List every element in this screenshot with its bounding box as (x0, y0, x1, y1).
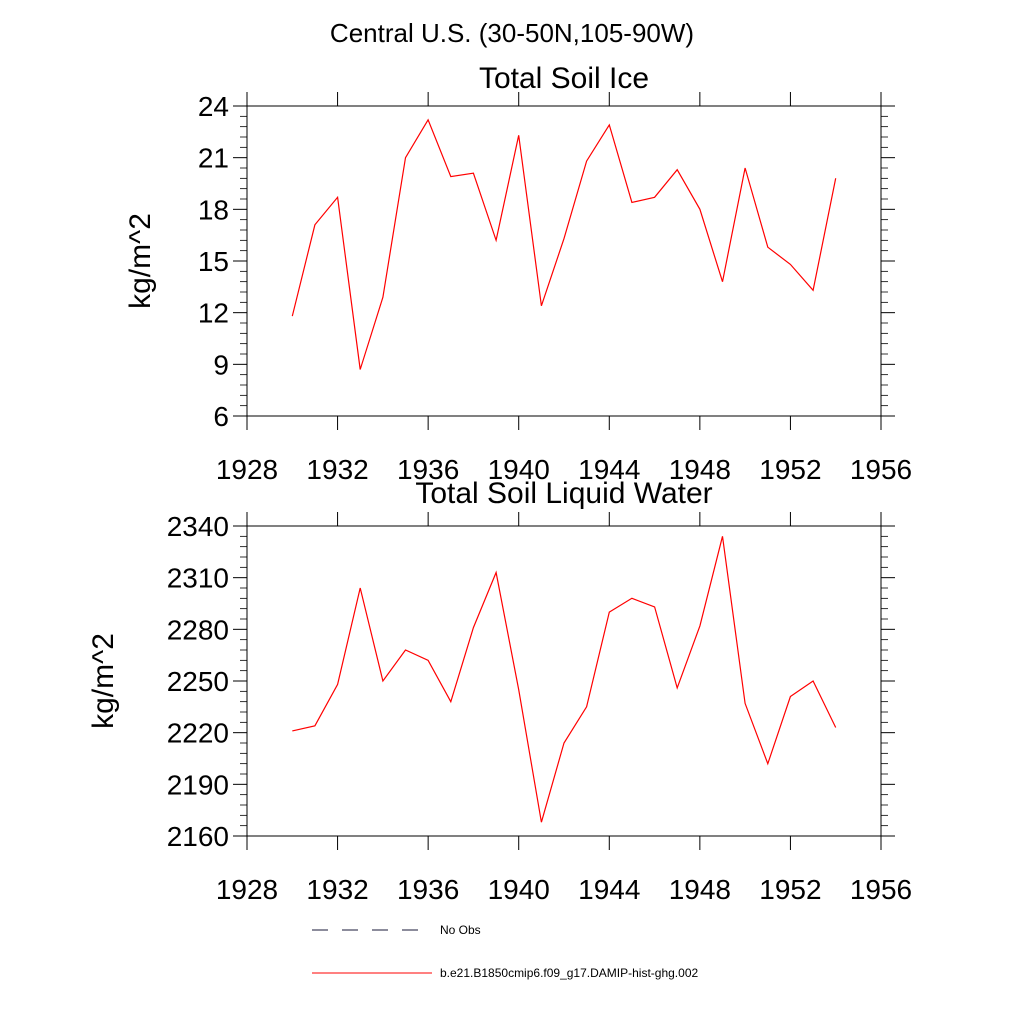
chart-title: Total Soil Liquid Water (415, 477, 712, 510)
panel-total-soil-liquid-water: Total Soil Liquid Water kg/m^2 2160 2190 222… (87, 477, 912, 905)
legend-label-model-run: b.e21.B1850cmip6.f09_g17.DAMIP-hist-ghg.… (440, 966, 698, 980)
x-tick-label: 1952 (759, 874, 821, 905)
y-tick-label: 18 (198, 194, 229, 225)
x-tick-label: 1928 (216, 454, 278, 485)
legend: No Obs b.e21.B1850cmip6.f09_g17.DAMIP-hi… (312, 923, 698, 980)
y-tick-label: 21 (198, 143, 229, 174)
x-tick-label: 1948 (669, 874, 731, 905)
y-tick-label: 9 (213, 349, 229, 380)
x-tick-label: 1936 (397, 874, 459, 905)
y-tick-label: 2250 (167, 666, 229, 697)
legend-label-no-obs: No Obs (440, 923, 481, 937)
x-tick-label: 1948 (669, 454, 731, 485)
y-axis-label: kg/m^2 (87, 633, 120, 729)
x-tick-label: 1940 (488, 454, 550, 485)
x-tick-label: 1952 (759, 454, 821, 485)
x-tick-label: 1940 (488, 874, 550, 905)
series-line (292, 536, 837, 823)
plot-frame (246, 525, 882, 837)
x-tick-label: 1928 (216, 874, 278, 905)
panel-total-soil-ice: Total Soil Ice kg/m^2 6 9 12 15 18 21 24 1928 1932… (124, 62, 912, 485)
x-tick-label: 1944 (578, 874, 640, 905)
y-tick-label: 2160 (167, 821, 229, 852)
y-tick-label: 6 (213, 401, 229, 432)
y-tick-label: 12 (198, 298, 229, 329)
figure-title: Central U.S. (30-50N,105-90W) (330, 18, 694, 48)
y-axis-label: kg/m^2 (124, 213, 157, 309)
x-tick-label: 1956 (850, 454, 912, 485)
x-tick-label: 1932 (306, 874, 368, 905)
y-tick-label: 24 (198, 91, 229, 122)
y-tick-label: 2340 (167, 511, 229, 542)
y-tick-label: 2280 (167, 614, 229, 645)
series-line (291, 118, 837, 370)
x-tick-label: 1956 (850, 874, 912, 905)
x-tick-label: 1944 (578, 454, 640, 485)
y-tick-label: 2190 (167, 769, 229, 800)
y-tick-label: 15 (198, 246, 229, 277)
x-tick-label: 1936 (397, 454, 459, 485)
y-tick-label: 2310 (167, 563, 229, 594)
x-tick-label: 1932 (306, 454, 368, 485)
y-tick-label: 2220 (167, 718, 229, 749)
chart-title: Total Soil Ice (479, 62, 649, 95)
